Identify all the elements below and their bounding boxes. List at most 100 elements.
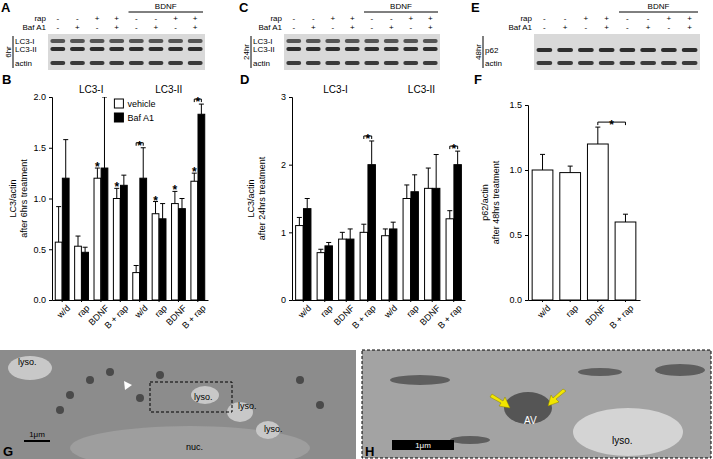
y-tick-mark	[49, 199, 52, 200]
significance-star: *	[192, 165, 197, 179]
panel-letter: H	[365, 444, 374, 459]
y-tick-mark	[525, 235, 528, 236]
organelle	[8, 356, 52, 380]
blot-band	[599, 48, 615, 52]
time-label: 6hr	[4, 46, 13, 58]
lane-bracket	[619, 12, 698, 13]
x-tick-label: BDNF	[583, 303, 608, 328]
y-tick-label: 0	[281, 295, 286, 305]
organelle-dark	[156, 371, 164, 379]
bar	[179, 209, 186, 300]
blot-band	[640, 61, 656, 65]
blot-band	[536, 61, 552, 65]
chart-panel: B0.00.51.01.52.0LC3/actinafter 6hrs trea…	[2, 72, 209, 331]
blot-band	[90, 39, 105, 43]
x-tick-label: B + rap	[180, 303, 208, 331]
x-tick-label: B + rap	[436, 303, 464, 331]
error-bar	[179, 199, 184, 209]
blot-band	[423, 47, 438, 51]
blot-band	[168, 39, 183, 43]
error-bar	[361, 224, 366, 232]
treatment-sign: +	[330, 14, 335, 23]
error-bar	[318, 249, 323, 252]
x-tick-mark	[159, 300, 160, 302]
significance-star: *	[609, 118, 614, 132]
error-bar	[412, 175, 417, 192]
blot-band	[682, 61, 698, 65]
blot-band	[325, 61, 340, 65]
blot-band	[286, 61, 301, 65]
bar	[140, 178, 147, 300]
x-tick: BDNF	[583, 300, 608, 327]
bar	[317, 253, 324, 300]
bar	[133, 273, 140, 300]
treatment-sign: -	[56, 14, 59, 23]
organelle-dark	[296, 376, 304, 384]
x-tick-label: w/d	[382, 303, 400, 321]
x-tick: w/d	[132, 300, 150, 321]
x-tick-label: B + rap	[608, 303, 636, 331]
blot-band	[70, 47, 85, 51]
panel-letter: A	[1, 0, 11, 15]
y-tick-mark	[525, 300, 528, 301]
y-axis-line	[525, 106, 529, 301]
y-tick-mark	[49, 249, 52, 250]
y-tick-label: 1.5	[33, 143, 46, 153]
error-bar	[102, 97, 107, 168]
y-axis-title: after 48hrs treatment	[491, 160, 501, 244]
treatment-sign: -	[331, 23, 334, 32]
x-tick-label: w/d	[132, 303, 150, 321]
blot-band	[345, 47, 360, 51]
significance-star: *	[173, 183, 178, 197]
bar	[94, 178, 101, 300]
blot-band	[70, 39, 85, 43]
treatment-sign: +	[563, 23, 568, 32]
y-tick: 1.5	[509, 100, 528, 110]
x-tick-mark	[139, 300, 140, 302]
blot-band	[306, 39, 321, 43]
blot-band	[403, 61, 418, 65]
time-label: 48hr	[474, 44, 483, 60]
treatment-sign: -	[292, 14, 295, 23]
significance-star: *	[195, 95, 200, 109]
treatment-sign: -	[312, 14, 315, 23]
band-label: LC3-II	[253, 45, 275, 54]
error-bar	[83, 247, 88, 252]
scale-bar-label: 1μm	[29, 430, 45, 439]
chart-panel: D0123LC3/actinafter 24hrs treatmentw/dra…	[240, 72, 466, 331]
treatment-sign: +	[173, 14, 178, 23]
x-tick-mark	[625, 300, 626, 302]
treatment-sign: -	[135, 14, 138, 23]
treatment-sign: +	[604, 14, 609, 23]
treatment-sign: +	[604, 23, 609, 32]
panel-letter: D	[240, 72, 249, 87]
y-tick-mark	[289, 165, 292, 166]
bar	[159, 219, 166, 300]
x-tick-mark	[346, 300, 347, 302]
y-tick: 1	[281, 228, 292, 238]
legend-label: vehicle	[127, 99, 155, 109]
treatment-sign: -	[647, 14, 650, 23]
organelle-dark	[136, 394, 144, 402]
bar	[325, 246, 332, 300]
treatment-sign: -	[292, 23, 295, 32]
legend-swatch	[114, 113, 123, 122]
y-axis-title: after 24hrs treatment	[257, 156, 267, 240]
y-tick-mark	[49, 97, 52, 98]
blot-band	[578, 48, 594, 52]
blot-band	[403, 39, 418, 43]
y-tick-mark	[525, 170, 528, 171]
y-tick: 0	[281, 295, 292, 305]
significance-star: *	[95, 160, 100, 174]
lane-bracket	[129, 12, 204, 13]
blot-band	[129, 39, 144, 43]
organelle-dark	[390, 375, 450, 385]
error-bar	[326, 242, 331, 245]
treatment-sign: -	[543, 14, 546, 23]
treatment-sign: +	[667, 14, 672, 23]
bar	[454, 165, 461, 300]
x-tick-mark	[570, 300, 571, 302]
blot-band	[50, 61, 65, 65]
blot-band	[188, 39, 203, 43]
treatment-sign: -	[370, 23, 373, 32]
